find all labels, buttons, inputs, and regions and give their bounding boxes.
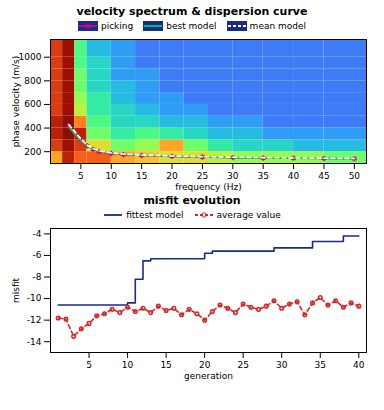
- svg-text:35: 35: [315, 360, 326, 370]
- svg-text:-4: -4: [33, 229, 42, 239]
- html-text:misfit evolution: misfit evolution: [143, 194, 241, 207]
- svg-text:35: 35: [257, 171, 268, 181]
- svg-text:30: 30: [276, 360, 288, 370]
- svg-text:200: 200: [24, 147, 41, 157]
- svg-text:frequency (Hz): frequency (Hz): [175, 182, 242, 192]
- svg-text:15: 15: [160, 360, 171, 370]
- html-text:fittest model: fittest model: [126, 210, 184, 220]
- svg-text:40: 40: [288, 171, 300, 181]
- svg-text:800: 800: [24, 76, 41, 86]
- html-text:best model: best model: [166, 21, 217, 31]
- svg-text:phase velocity (m/s): phase velocity (m/s): [11, 56, 21, 148]
- svg-text:50: 50: [349, 171, 361, 181]
- svg-text:-12: -12: [27, 315, 42, 325]
- svg-text:10: 10: [122, 360, 134, 370]
- svg-text:400: 400: [24, 123, 41, 133]
- svg-text:600: 600: [24, 99, 41, 109]
- svg-text:25: 25: [237, 360, 248, 370]
- svg-text:-8: -8: [33, 272, 42, 282]
- svg-text:15: 15: [136, 171, 147, 181]
- svg-text:-6: -6: [33, 250, 42, 260]
- html-text:velocity spectrum & dispersion: velocity spectrum & dispersion curve: [76, 5, 308, 18]
- svg-text:misfit: misfit: [11, 277, 21, 303]
- html-text:average value: average value: [216, 210, 281, 220]
- html-text:mean model: mean model: [249, 21, 306, 31]
- html-text:picking: picking: [101, 21, 134, 31]
- svg-text:20: 20: [199, 360, 211, 370]
- svg-text:5: 5: [78, 171, 84, 181]
- svg-text:generation: generation: [184, 371, 233, 381]
- svg-text:1000: 1000: [19, 52, 42, 62]
- svg-text:-10: -10: [27, 293, 42, 303]
- svg-text:45: 45: [318, 171, 329, 181]
- svg-text:40: 40: [353, 360, 365, 370]
- svg-text:10: 10: [106, 171, 118, 181]
- svg-text:30: 30: [227, 171, 239, 181]
- svg-text:-14: -14: [27, 337, 42, 347]
- svg-text:5: 5: [86, 360, 92, 370]
- svg-text:20: 20: [166, 171, 178, 181]
- svg-text:25: 25: [197, 171, 208, 181]
